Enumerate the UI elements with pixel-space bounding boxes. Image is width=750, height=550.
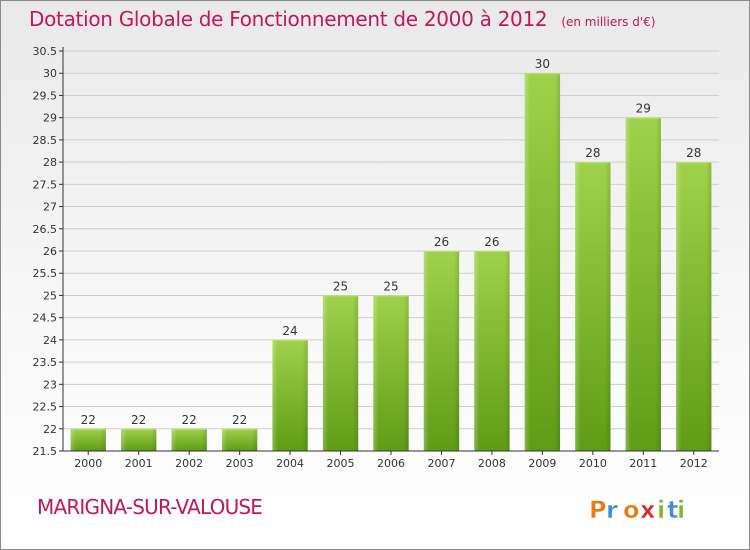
- y-tick-label: 26: [43, 245, 57, 258]
- logo-letter: t: [667, 496, 678, 524]
- y-tick-label: 28: [43, 156, 57, 169]
- y-tick-label: 22: [43, 423, 57, 436]
- x-tick-label: 2012: [680, 457, 708, 470]
- value-label: 22: [131, 413, 146, 427]
- bar-2001: [121, 428, 157, 451]
- y-tick-label: 25: [43, 289, 57, 302]
- x-tick-label: 2009: [528, 457, 556, 470]
- value-labels: 22 22 22 22 24 25 25 26 26 30 28 29 28: [81, 57, 702, 427]
- y-tick-label: 23: [43, 378, 57, 391]
- logo-letter: i: [677, 496, 685, 524]
- x-tick-label: 2002: [175, 457, 203, 470]
- bar-shading: [373, 295, 409, 451]
- value-label: 28: [585, 146, 600, 160]
- bar-shading: [676, 162, 712, 451]
- commune-name: MARIGNA-SUR-VALOUSE: [37, 495, 263, 519]
- chart-unit: (en milliers d'€): [561, 15, 656, 29]
- bar-shading: [171, 428, 207, 451]
- x-tick-label: 2003: [226, 457, 254, 470]
- y-tick-label: 29.5: [33, 89, 58, 102]
- y-tick-label: 25.5: [33, 267, 58, 280]
- y-tick-label: 28.5: [33, 134, 58, 147]
- logo-letter: o: [623, 496, 640, 524]
- y-tick-label: 27: [43, 201, 57, 214]
- bar-shading: [423, 251, 460, 451]
- bar-shading: [221, 428, 258, 451]
- bar-2008: [474, 251, 510, 451]
- y-tick-labels: 21.5 22 22.5 23 23.5 24 24.5 25 25.5 26 26.5 27 27.5…: [33, 45, 63, 458]
- bar-2002: [171, 428, 207, 451]
- x-tick-label: 2000: [74, 457, 102, 470]
- x-tick-label: 2004: [276, 457, 304, 470]
- bars: [70, 73, 712, 452]
- bar-shading: [575, 162, 611, 451]
- logo-letter: P: [589, 496, 607, 524]
- x-tick-labels: 2000 2001 2002 2003 2004 2005 2006 2007 2008 2009…: [74, 451, 708, 470]
- bar-shading: [474, 251, 510, 451]
- chart-title: Dotation Globale de Fonctionnement de 20…: [29, 7, 655, 31]
- value-label: 30: [535, 57, 550, 71]
- bar-2005: [322, 295, 359, 451]
- bar-2012: [676, 162, 712, 451]
- x-tick-label: 2007: [427, 457, 455, 470]
- value-label: 25: [333, 279, 348, 293]
- y-tick-label: 27.5: [33, 178, 58, 191]
- bar-shading: [70, 428, 106, 451]
- value-label: 26: [484, 235, 499, 249]
- value-label: 29: [636, 102, 651, 116]
- y-tick-label: 22.5: [33, 401, 58, 414]
- bar-2011: [625, 117, 661, 452]
- bar-2010: [575, 162, 611, 451]
- y-tick-label: 30: [43, 67, 57, 80]
- logo-letter: r: [606, 496, 618, 524]
- bar-2004: [272, 339, 308, 451]
- chart-title-text: Dotation Globale de Fonctionnement de 20…: [29, 7, 548, 31]
- value-label: 28: [686, 146, 701, 160]
- y-tick-label: 24.5: [33, 312, 58, 325]
- value-label: 26: [434, 235, 449, 249]
- y-tick-label: 30.5: [33, 45, 58, 58]
- value-label: 22: [81, 413, 96, 427]
- value-label: 25: [383, 279, 398, 293]
- y-tick-label: 21.5: [33, 445, 58, 458]
- y-tick-label: 24: [43, 334, 57, 347]
- value-label: 22: [182, 413, 197, 427]
- bar-shading: [272, 339, 308, 451]
- bar-shading: [121, 428, 157, 451]
- logo-letter: i: [657, 496, 665, 524]
- value-label: 24: [282, 324, 297, 338]
- bar-2007: [423, 251, 460, 451]
- bar-2003: [221, 428, 258, 451]
- x-tick-label: 2001: [125, 457, 153, 470]
- y-tick-label: 26.5: [33, 223, 58, 236]
- bar-shading: [524, 73, 561, 451]
- x-tick-label: 2011: [629, 457, 657, 470]
- bar-2009: [524, 73, 561, 451]
- y-tick-label: 29: [43, 112, 57, 125]
- x-tick-label: 2006: [377, 457, 405, 470]
- bar-shading: [322, 295, 359, 451]
- bar-shading: [625, 117, 661, 452]
- y-tick-label: 23.5: [33, 356, 58, 369]
- x-tick-label: 2010: [579, 457, 607, 470]
- x-tick-label: 2008: [478, 457, 506, 470]
- logo-letter: x: [640, 496, 656, 524]
- bar-2000: [70, 428, 106, 451]
- x-tick-label: 2005: [327, 457, 355, 470]
- bar-2006: [373, 295, 409, 451]
- value-label: 22: [232, 413, 247, 427]
